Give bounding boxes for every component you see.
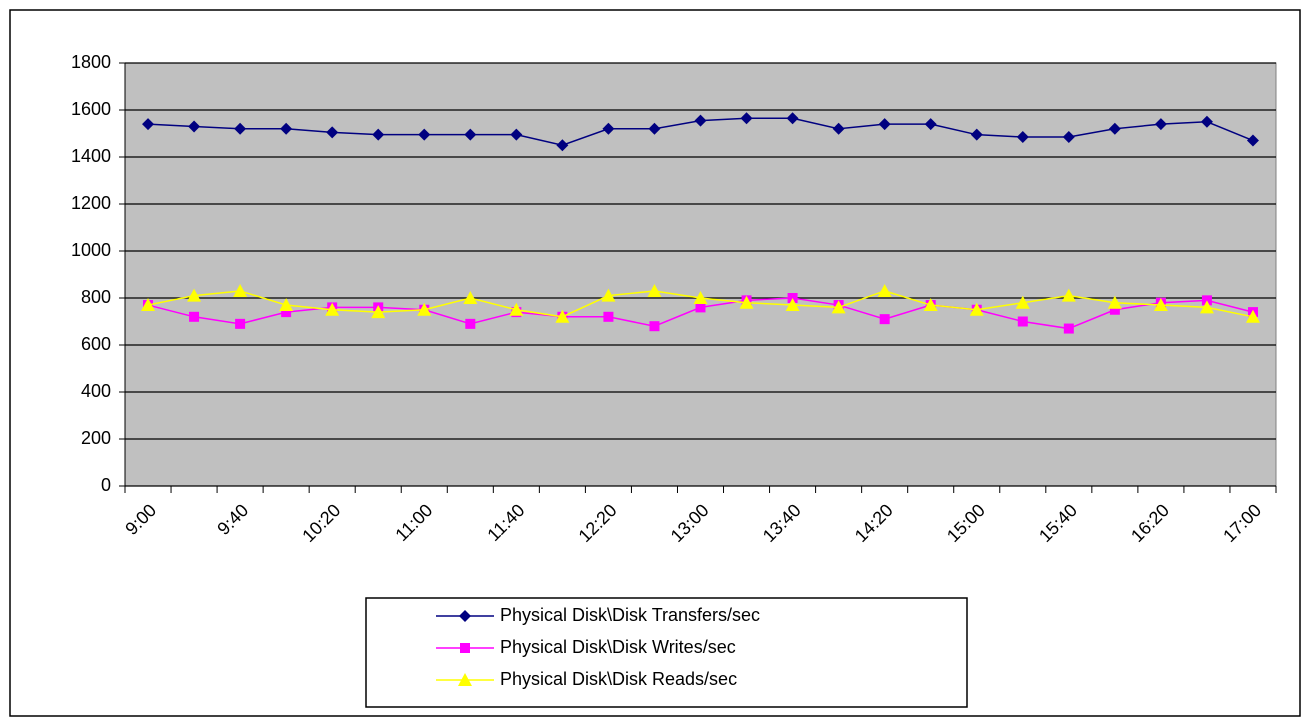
marker (970, 128, 983, 141)
marker (463, 291, 478, 304)
marker (464, 128, 477, 141)
marker (281, 307, 292, 318)
y-tick-label: 0 (101, 475, 111, 495)
marker (233, 283, 248, 297)
y-tick-label: 1600 (71, 99, 111, 119)
marker (831, 300, 846, 314)
marker (1108, 122, 1121, 135)
marker (372, 128, 385, 141)
marker (694, 114, 707, 127)
marker (556, 139, 569, 152)
marker (695, 302, 706, 313)
legend-entry: Physical Disk\Disk Writes/sec (436, 637, 736, 657)
y-tick-label: 200 (81, 428, 111, 448)
marker (1107, 295, 1122, 309)
marker (187, 288, 202, 302)
plot-area (124, 62, 1277, 487)
marker (1017, 316, 1028, 327)
marker (879, 314, 890, 325)
marker (648, 122, 661, 135)
marker (458, 673, 472, 686)
marker (235, 318, 246, 329)
marker (1154, 118, 1167, 131)
legend-entry: Physical Disk\Disk Transfers/sec (436, 605, 760, 625)
marker (1246, 134, 1259, 147)
marker (279, 298, 294, 312)
marker (1063, 323, 1074, 334)
y-tick-label: 1800 (71, 52, 111, 72)
marker (465, 318, 476, 329)
legend-label: Physical Disk\Disk Reads/sec (500, 669, 737, 689)
marker (787, 293, 798, 303)
y-tick-label: 1200 (71, 193, 111, 213)
y-tick-label: 800 (81, 287, 111, 307)
marker (786, 112, 799, 125)
marker (1061, 288, 1076, 302)
marker (460, 643, 470, 653)
marker (740, 112, 753, 125)
marker (417, 302, 432, 316)
marker (601, 288, 616, 302)
marker (188, 120, 201, 133)
marker (923, 298, 938, 312)
marker (693, 291, 708, 304)
y-tick-label: 400 (81, 381, 111, 401)
marker (234, 122, 247, 135)
y-tick-label: 1400 (71, 146, 111, 166)
marker (877, 283, 892, 297)
marker (459, 610, 471, 622)
marker (603, 311, 614, 322)
marker (325, 302, 340, 316)
y-tick-label: 1000 (71, 240, 111, 260)
marker (326, 126, 339, 139)
marker (647, 283, 662, 297)
marker (1109, 304, 1120, 315)
legend-label: Physical Disk\Disk Writes/sec (500, 637, 736, 657)
marker (878, 118, 891, 131)
marker (1153, 298, 1168, 312)
marker (649, 321, 660, 332)
marker (371, 305, 386, 319)
marker (1199, 300, 1214, 314)
marker (1016, 131, 1029, 144)
marker (832, 122, 845, 135)
marker (1245, 309, 1260, 323)
marker (509, 302, 524, 316)
marker (969, 302, 984, 316)
marker (189, 311, 200, 322)
marker (602, 122, 615, 135)
marker (555, 309, 570, 323)
marker (142, 118, 155, 131)
marker (1200, 115, 1213, 128)
marker (1015, 295, 1030, 309)
marker (141, 298, 156, 312)
marker (418, 128, 431, 141)
marker (1201, 295, 1212, 306)
legend-label: Physical Disk\Disk Transfers/sec (500, 605, 760, 625)
marker (510, 128, 523, 141)
marker (1062, 131, 1075, 144)
marker (785, 298, 800, 312)
legend-entry: Physical Disk\Disk Reads/sec (436, 669, 737, 689)
marker (280, 122, 293, 135)
y-tick-label: 600 (81, 334, 111, 354)
marker (739, 295, 754, 309)
marker (924, 118, 937, 131)
